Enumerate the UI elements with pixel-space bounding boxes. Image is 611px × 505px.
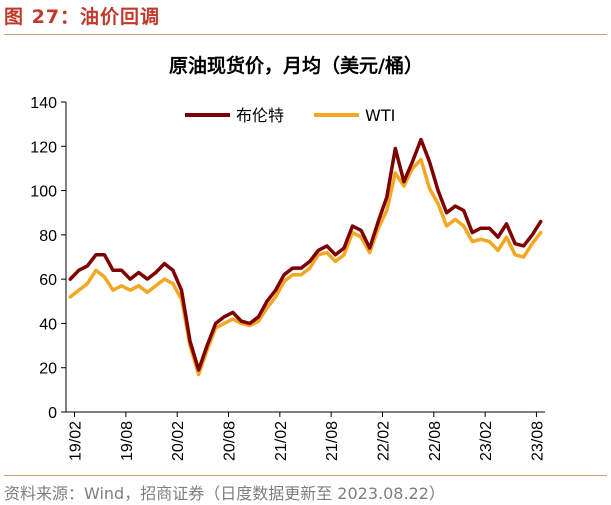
legend: 布伦特 WTI	[185, 106, 395, 125]
x-tick-label: 22/02	[375, 421, 392, 461]
plot-area	[68, 137, 543, 377]
series-line-brent	[68, 137, 543, 372]
chart-title: 原油现货价，月均（美元/桶）	[169, 54, 423, 77]
y-tick-label: 60	[39, 272, 57, 289]
legend-label-wti: WTI	[365, 106, 395, 125]
axes: 0 20 40 60 80 100 120 140 19/02 19/08 20/02 20/08 21…	[30, 95, 546, 461]
x-tick-label: 19/02	[68, 421, 85, 461]
figure-label: 图 27：油价回调	[4, 6, 161, 28]
y-tick-label: 140	[30, 95, 57, 112]
series-line-wti	[68, 157, 543, 377]
x-tick-label: 20/02	[170, 421, 187, 461]
y-tick-label: 40	[39, 316, 57, 333]
top-divider	[4, 34, 607, 35]
y-tick-label: 80	[39, 228, 57, 245]
x-tick-label: 23/02	[478, 421, 495, 461]
x-tick-label: 19/08	[119, 421, 136, 461]
bottom-divider	[4, 475, 607, 476]
y-tick-label: 120	[30, 139, 57, 156]
y-tick-label: 20	[39, 361, 57, 378]
x-tick-label: 23/08	[529, 421, 546, 461]
x-tick-label: 20/08	[222, 421, 239, 461]
chart: 原油现货价，月均（美元/桶） 0 20 40 60 80 100 120 140 19/02 19…	[30, 54, 546, 461]
legend-label-brent: 布伦特	[236, 106, 284, 125]
y-tick-label: 100	[30, 184, 57, 201]
y-tick-label: 0	[48, 405, 57, 422]
x-tick-label: 21/08	[324, 421, 341, 461]
x-tick-label: 22/08	[427, 421, 444, 461]
x-tick-label: 21/02	[273, 421, 290, 461]
source-note: 资料来源：Wind，招商证券（日度数据更新至 2023.08.22）	[4, 484, 445, 503]
